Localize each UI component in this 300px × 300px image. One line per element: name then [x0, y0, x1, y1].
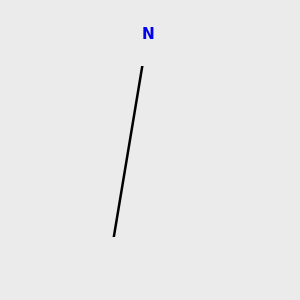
Text: N: N: [141, 26, 154, 41]
